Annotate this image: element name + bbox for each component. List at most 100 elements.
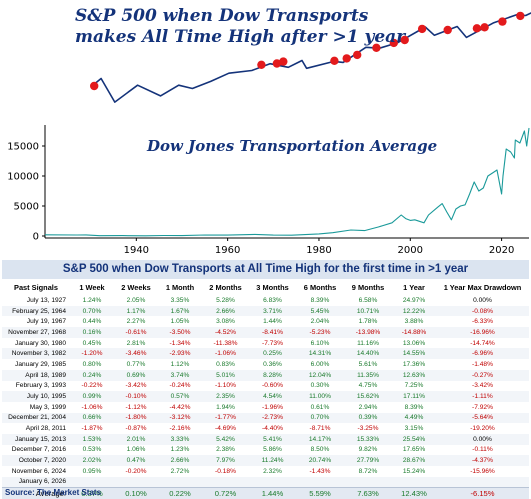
return-cell: 0.61% (310, 403, 330, 411)
return-cell: 0.80% (82, 360, 102, 368)
return-cell: 1.78% (358, 318, 378, 326)
return-cell: -1.48% (472, 360, 493, 368)
return-cell: 6.83% (263, 296, 282, 304)
table-row: February 3, 1993 -0.22% -3.42% -0.24% -1.10%… (2, 381, 529, 392)
return-cell: 3.33% (158, 433, 202, 445)
return-cell: -1.80% (114, 412, 158, 424)
signal-point (389, 38, 398, 48)
return-cell: -4.42% (169, 403, 191, 411)
return-cell: 27.79% (344, 455, 392, 466)
return-cell: -2.73% (249, 412, 296, 424)
signal-date-cell: July 19, 1967 (26, 318, 66, 326)
signal-point (90, 81, 99, 91)
summary-value-cell: 0.22% (158, 486, 202, 499)
return-cell: -15.96% (470, 467, 495, 475)
summary-label-cell: Average: (2, 486, 70, 499)
return-cell: 0.70% (70, 305, 114, 317)
return-cell: -19.20% (470, 425, 495, 433)
return-cell: 8.39% (310, 296, 330, 304)
return-cell: 7.97% (202, 455, 249, 466)
return-cell: 12.04% (296, 369, 344, 381)
return-cell (202, 476, 249, 488)
return-cell: -0.61% (114, 327, 158, 338)
return-cell: -13.98% (344, 327, 392, 338)
return-cell: -0.10% (114, 391, 158, 402)
signal-point (272, 59, 282, 68)
return-cell: 2.04% (310, 318, 330, 326)
summary-value-cell: 1.44% (249, 486, 296, 499)
table-row: February 25, 1964 0.70% 1.17% 1.67% 2.66% 3.7… (2, 305, 529, 317)
table-row: January 30, 1980 0.45% 2.81% -1.34% -11.38% -… (2, 338, 529, 349)
return-cell: 3.74% (158, 369, 202, 381)
return-cell: 3.08% (216, 318, 235, 326)
return-cell: 25.54% (392, 433, 436, 445)
return-cell: 8.50% (310, 446, 330, 454)
return-cell: -3.46% (114, 348, 158, 360)
signal-point (498, 17, 507, 26)
return-cell: 0.00% (436, 433, 529, 445)
return-cell: 17.11% (392, 391, 436, 402)
summary-value-cell: 0.37% (70, 486, 114, 499)
table-header-row: Past Signals 1 Week 2 Weeks 1 Month 2 Months… (2, 279, 529, 295)
return-cell: 1.05% (170, 318, 190, 326)
return-cell: 0.53% (82, 446, 102, 454)
return-cell: 0.66% (70, 412, 114, 424)
return-cell: 3.71% (249, 305, 296, 317)
signal-date-cell: January 30, 1980 (15, 339, 66, 347)
return-cell: 2.27% (126, 318, 146, 326)
return-cell: -0.60% (262, 382, 283, 390)
signal-date-cell: January 6, 2026 (2, 476, 70, 488)
return-cell: 0.47% (114, 455, 158, 466)
column-header: 2 Weeks (114, 279, 158, 295)
return-cell: 0.83% (216, 360, 235, 368)
return-cell: -16.96% (436, 327, 529, 338)
summary-value-cell: 7.63% (344, 486, 392, 499)
y-tick-label: 10000 (7, 172, 39, 183)
return-cell: 2.35% (202, 391, 249, 402)
signal-date-cell: December 21, 2004 (2, 412, 70, 424)
return-cell: 0.95% (82, 467, 102, 475)
return-cell: 3.15% (404, 425, 424, 433)
return-cell: 10.71% (344, 305, 392, 317)
column-header: 1 Year Max Drawdown (436, 279, 529, 295)
signal-date-cell: April 18, 1989 (2, 369, 70, 381)
return-cell: -5.64% (436, 412, 529, 424)
return-cell: 8.39% (404, 403, 424, 411)
signal-point (279, 57, 288, 66)
return-cell: 17.36% (402, 360, 426, 368)
return-cell: -2.16% (169, 425, 191, 433)
return-cell: 5.42% (202, 433, 249, 445)
signal-date-cell: December 7, 2016 (11, 446, 66, 454)
return-cell: -0.24% (169, 382, 191, 390)
return-cell: -4.52% (202, 327, 249, 338)
table-body: July 13, 1927 1.24% 2.05% 3.35% 5.28% 6.83% 8.… (2, 295, 529, 499)
return-cell (249, 476, 296, 488)
column-header: 1 Week (70, 279, 114, 295)
return-cell: 14.55% (392, 348, 436, 360)
sp500-line (91, 12, 531, 103)
return-cell: 2.02% (70, 455, 114, 466)
return-cell: 28.67% (392, 455, 436, 466)
table-row: July 13, 1927 1.24% 2.05% 3.35% 5.28% 6.83% 8.… (2, 295, 529, 306)
signal-point (330, 56, 339, 65)
return-cell: -0.11% (472, 446, 493, 454)
return-cell: 6.10% (310, 339, 330, 347)
signal-point (443, 25, 452, 35)
return-cell: -0.27% (436, 369, 529, 381)
return-cell: 0.99% (70, 391, 114, 402)
return-cell: 5.45% (296, 305, 344, 317)
return-cell: 0.36% (263, 360, 282, 368)
table-row: October 7, 2020 2.02% 0.47% 2.66% 7.97% 11.24… (2, 455, 529, 466)
signal-point (353, 50, 362, 60)
table-row: January 6, 2026 (2, 476, 529, 488)
return-cell: 0.25% (249, 348, 296, 360)
return-cell: 3.35% (170, 296, 190, 304)
signal-point (372, 43, 381, 52)
column-header: Past Signals (2, 279, 70, 295)
return-cell: 15.33% (344, 433, 392, 445)
return-cell: -0.08% (436, 305, 529, 317)
summary-value-cell: 5.59% (296, 486, 344, 499)
table-row: July 10, 1995 0.99% -0.10% 0.57% 2.35% 4.54% 1… (2, 391, 529, 402)
return-cell: -1.77% (202, 412, 249, 424)
return-cell: -1.11% (436, 391, 529, 402)
